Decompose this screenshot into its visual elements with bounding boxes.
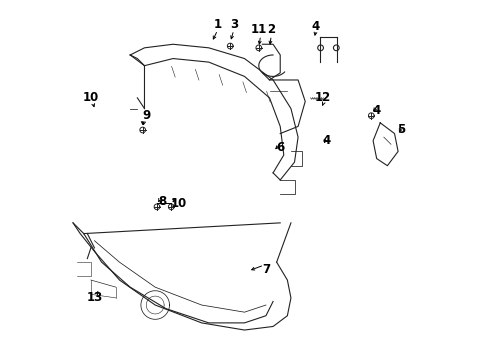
Text: 11: 11 — [250, 23, 266, 36]
Text: 10: 10 — [82, 91, 99, 104]
Text: 6: 6 — [276, 141, 284, 154]
Text: 3: 3 — [229, 18, 237, 31]
Text: 2: 2 — [266, 23, 275, 36]
Text: 4: 4 — [322, 134, 330, 147]
Text: 7: 7 — [262, 263, 269, 276]
Text: 4: 4 — [372, 104, 380, 117]
Text: 5: 5 — [397, 123, 405, 136]
Text: 10: 10 — [170, 197, 186, 210]
Text: 8: 8 — [158, 195, 166, 208]
Text: 1: 1 — [213, 18, 222, 31]
Text: 12: 12 — [314, 91, 330, 104]
Text: 4: 4 — [311, 20, 320, 33]
Text: 13: 13 — [86, 291, 102, 305]
Text: 9: 9 — [142, 109, 150, 122]
